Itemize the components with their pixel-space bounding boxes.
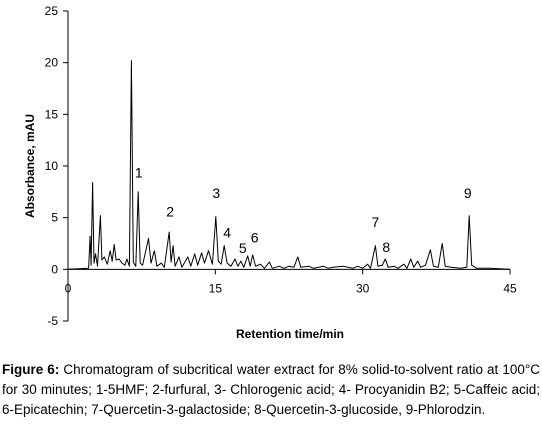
y-tick-label: 25 [45, 4, 59, 18]
figure-caption: Figure 6: Chromatogram of subcritical wa… [2, 360, 540, 420]
figure-label: Figure 6: [2, 362, 60, 377]
x-tick-label: 15 [209, 281, 223, 295]
chromatogram-trace [67, 60, 511, 270]
peak-label: 1 [135, 164, 143, 180]
x-tick-label: 0 [65, 281, 72, 295]
peak-label: 4 [223, 224, 231, 240]
peak-label: 8 [382, 239, 390, 255]
series-layer [67, 60, 511, 270]
peak-label: 6 [251, 229, 259, 245]
x-axis: 0 15 30 45 [65, 268, 517, 295]
y-tick-label: 20 [45, 56, 59, 70]
x-tick-label: 30 [356, 281, 370, 295]
peak-label: 5 [239, 240, 247, 256]
y-tick-label: 0 [51, 262, 58, 276]
peak-label: 2 [166, 204, 174, 220]
figure-caption-text: Chromatogram of subcritical water extrac… [2, 362, 540, 417]
y-tick-label: 15 [45, 107, 59, 121]
peak-label: 9 [464, 185, 472, 201]
y-axis: -5 0 5 10 15 20 25 [45, 4, 69, 328]
x-tick-label: 45 [503, 281, 517, 295]
y-axis-title: Absorbance, mAU [23, 114, 37, 218]
peak-label: 7 [372, 214, 380, 230]
y-tick-label: 10 [45, 159, 59, 173]
y-tick-label: -5 [47, 314, 58, 328]
x-axis-title: Retention time/min [236, 327, 344, 341]
peak-labels: 1 2 3 456 78 9 [135, 164, 472, 255]
y-tick-label: 5 [51, 211, 58, 225]
peak-label: 3 [212, 185, 220, 201]
